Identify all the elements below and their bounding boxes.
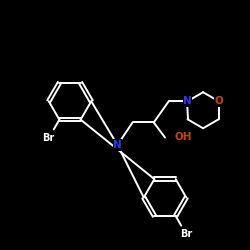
Text: Br: Br [42, 133, 55, 143]
Text: N: N [183, 96, 192, 106]
Text: Br: Br [180, 229, 192, 239]
Text: OH: OH [174, 132, 192, 142]
Text: O: O [214, 96, 223, 106]
Text: N: N [113, 140, 122, 150]
